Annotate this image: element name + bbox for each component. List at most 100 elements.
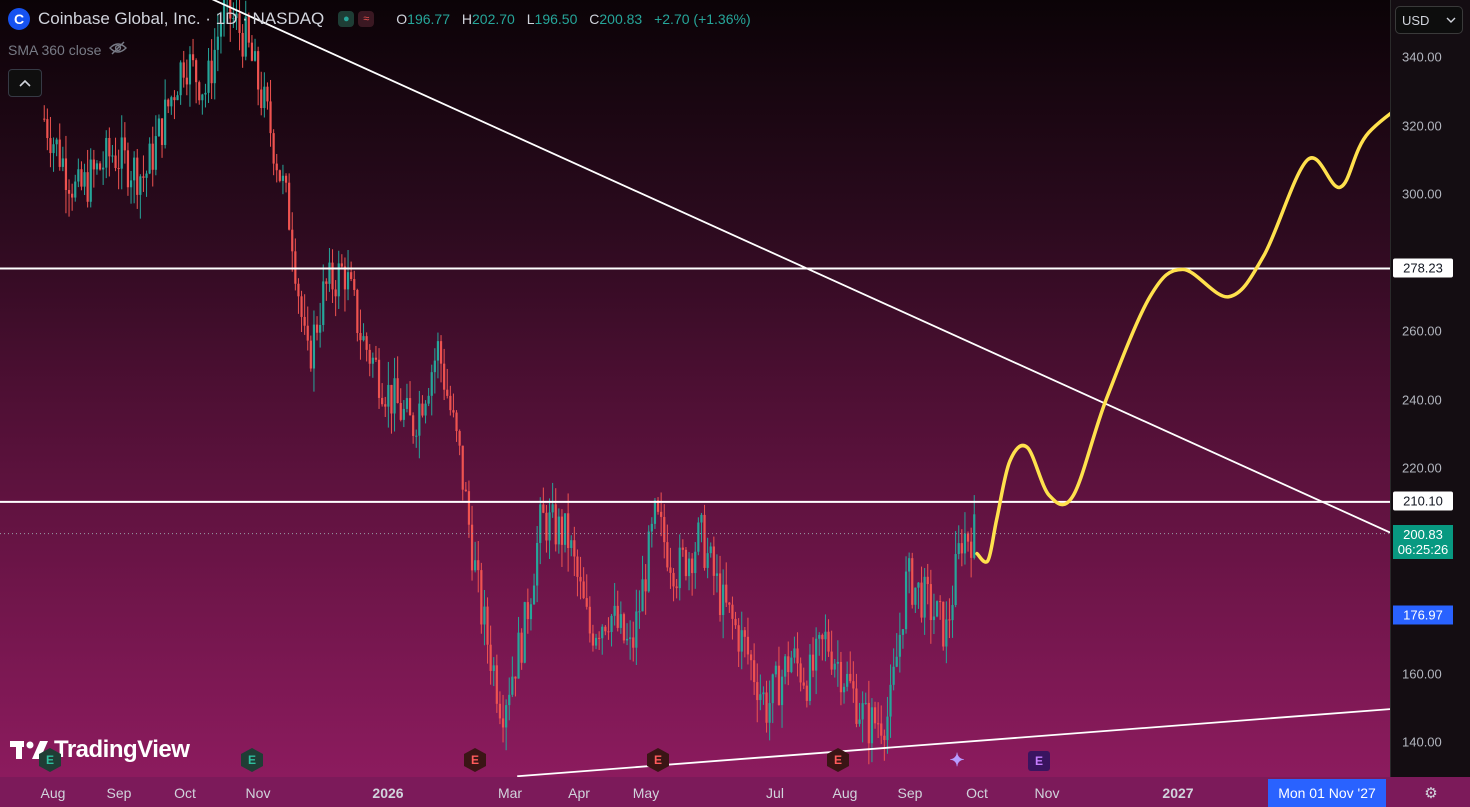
time-axis-label: May bbox=[632, 785, 660, 801]
candle-body bbox=[505, 705, 508, 728]
candle-body bbox=[880, 723, 883, 736]
market-open-icon[interactable]: ● bbox=[338, 11, 355, 27]
candle-body bbox=[219, 23, 223, 37]
candle-body bbox=[523, 602, 526, 663]
candle-body bbox=[833, 663, 836, 670]
high-label: H bbox=[461, 11, 473, 27]
symbol-title[interactable]: Coinbase Global, Inc. · 1D · NASDAQ bbox=[38, 9, 325, 28]
time-axis-label: Aug bbox=[40, 785, 66, 801]
candle-body bbox=[449, 395, 452, 411]
high-value: 202.70 bbox=[472, 11, 515, 27]
collapse-legend-button[interactable] bbox=[8, 69, 42, 97]
candle-body bbox=[77, 169, 80, 182]
candle-body bbox=[359, 332, 362, 341]
last-price-value: 200.83 bbox=[1403, 527, 1443, 542]
candle-body bbox=[923, 576, 926, 618]
earnings-event-icon[interactable]: E bbox=[241, 748, 263, 772]
candle-body bbox=[815, 638, 818, 671]
candle-body bbox=[126, 150, 130, 188]
candle-body bbox=[746, 636, 750, 655]
candle-body bbox=[191, 54, 195, 61]
candle-body bbox=[514, 676, 517, 679]
candle-body bbox=[319, 324, 322, 333]
candle-body bbox=[129, 180, 133, 188]
candle-body bbox=[275, 163, 278, 171]
candle-body bbox=[105, 137, 108, 168]
candle-body bbox=[415, 435, 418, 437]
candle-body bbox=[210, 60, 213, 84]
crosshair-price-tag: 176.97 bbox=[1393, 605, 1453, 625]
price-chart[interactable] bbox=[0, 0, 1390, 777]
candle-body bbox=[601, 626, 604, 639]
earnings-event-icon[interactable]: E bbox=[647, 748, 669, 772]
candle-body bbox=[408, 398, 412, 416]
candle-body bbox=[889, 684, 892, 717]
level-tag-210[interactable]: 210.10 bbox=[1393, 491, 1453, 511]
market-status[interactable]: ● ≈ bbox=[338, 11, 375, 27]
candle-body bbox=[486, 606, 489, 645]
earnings-event-icon[interactable]: E bbox=[1028, 751, 1050, 771]
candle-body bbox=[185, 77, 188, 85]
open-label: O bbox=[396, 11, 408, 27]
candle-body bbox=[796, 648, 799, 664]
tradingview-logo[interactable]: TradingView bbox=[10, 736, 190, 764]
candle-body bbox=[489, 644, 492, 671]
candle-body bbox=[102, 167, 105, 170]
indicator-label[interactable]: SMA 360 close bbox=[8, 41, 102, 58]
candle-body bbox=[67, 190, 71, 194]
candle-body bbox=[340, 263, 343, 267]
time-axis-label: Nov bbox=[1034, 785, 1060, 801]
candle-body bbox=[594, 637, 598, 646]
candle-body bbox=[173, 97, 176, 101]
candle-body bbox=[263, 86, 266, 109]
candle-body bbox=[325, 281, 328, 284]
level-tag-278[interactable]: 278.23 bbox=[1393, 258, 1453, 278]
price-tick-label: 340.00 bbox=[1402, 49, 1442, 65]
sparkle-event-icon[interactable]: ✦ bbox=[949, 749, 965, 770]
candle-body bbox=[929, 584, 932, 621]
candle-body bbox=[560, 516, 564, 545]
candle-body bbox=[687, 558, 691, 577]
indicator-legend[interactable]: SMA 360 close bbox=[8, 41, 128, 58]
last-price-tag[interactable]: 200.83 06:25:26 bbox=[1393, 525, 1453, 559]
candle-body bbox=[570, 540, 573, 549]
data-delay-icon[interactable]: ≈ bbox=[358, 11, 375, 27]
price-axis[interactable] bbox=[1390, 0, 1470, 777]
time-axis-label: Sep bbox=[106, 785, 132, 801]
candle-body bbox=[424, 403, 427, 416]
currency-selector[interactable]: USD bbox=[1395, 6, 1463, 34]
candle-body bbox=[858, 719, 861, 724]
earnings-event-icon[interactable]: E bbox=[39, 748, 61, 772]
levels-group bbox=[0, 267, 1390, 503]
candle-body bbox=[182, 62, 185, 78]
candle-body bbox=[328, 262, 331, 284]
candle-body bbox=[529, 604, 533, 620]
candle-body bbox=[768, 703, 771, 723]
candle-body bbox=[554, 504, 557, 545]
candle-body bbox=[436, 341, 440, 361]
candle-body bbox=[656, 500, 660, 512]
settings-gear-icon[interactable]: ⚙ bbox=[1424, 785, 1438, 802]
candle-body bbox=[870, 707, 874, 744]
candle-body bbox=[774, 665, 777, 675]
candle-body bbox=[346, 272, 350, 290]
candle-body bbox=[765, 692, 768, 723]
candle-body bbox=[452, 410, 455, 413]
candle-body bbox=[966, 533, 970, 542]
candle-body bbox=[195, 60, 198, 83]
candle-body bbox=[365, 336, 368, 350]
candle-body bbox=[954, 554, 957, 606]
candle-body bbox=[811, 654, 815, 671]
earnings-event-icon[interactable]: E bbox=[827, 748, 849, 772]
candle-body bbox=[557, 516, 560, 545]
close-value: 200.83 bbox=[599, 11, 643, 27]
candle-body bbox=[852, 681, 855, 689]
candle-body bbox=[501, 718, 505, 728]
hidden-eye-icon[interactable] bbox=[109, 41, 128, 58]
candle-body bbox=[873, 707, 877, 724]
earnings-event-icon[interactable]: E bbox=[464, 748, 486, 772]
time-axis[interactable]: Mon 01 Nov '27 ⚙ Aug Sep Oct Nov 2026 Mar Apr M… bbox=[0, 777, 1470, 807]
candle-body bbox=[154, 136, 157, 170]
open-value: 196.77 bbox=[407, 11, 450, 27]
candle-body bbox=[681, 547, 684, 550]
